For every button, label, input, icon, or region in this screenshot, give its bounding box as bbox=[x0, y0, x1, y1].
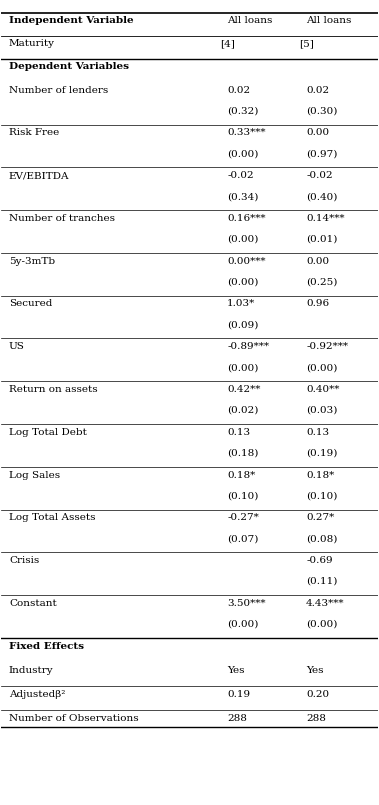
Text: Maturity: Maturity bbox=[9, 39, 55, 47]
Text: 0.00***: 0.00*** bbox=[227, 257, 266, 266]
Text: Risk Free: Risk Free bbox=[9, 129, 59, 138]
Text: 5y-3mTb: 5y-3mTb bbox=[9, 257, 55, 266]
Text: 0.13: 0.13 bbox=[306, 427, 329, 437]
Text: (0.00): (0.00) bbox=[227, 363, 258, 372]
Text: Constant: Constant bbox=[9, 599, 57, 608]
Text: Independent Variable: Independent Variable bbox=[9, 16, 133, 25]
Text: (0.09): (0.09) bbox=[227, 320, 258, 329]
Text: [5]: [5] bbox=[299, 39, 313, 47]
Text: (0.18): (0.18) bbox=[227, 448, 258, 457]
Text: Yes: Yes bbox=[227, 666, 244, 675]
Text: (0.00): (0.00) bbox=[306, 620, 338, 629]
Text: 0.40**: 0.40** bbox=[306, 385, 340, 394]
Text: (0.08): (0.08) bbox=[306, 535, 338, 543]
Text: 0.96: 0.96 bbox=[306, 299, 329, 308]
Text: 288: 288 bbox=[306, 713, 326, 723]
Text: 0.18*: 0.18* bbox=[306, 471, 334, 480]
Text: 0.18*: 0.18* bbox=[227, 471, 255, 480]
Text: (0.11): (0.11) bbox=[306, 577, 338, 586]
Text: 0.02: 0.02 bbox=[306, 85, 329, 95]
Text: (0.10): (0.10) bbox=[227, 491, 258, 501]
Text: Secured: Secured bbox=[9, 299, 52, 308]
Text: (0.00): (0.00) bbox=[227, 149, 258, 159]
Text: (0.00): (0.00) bbox=[227, 235, 258, 244]
Text: (0.25): (0.25) bbox=[306, 278, 338, 287]
Text: (0.01): (0.01) bbox=[306, 235, 338, 244]
Text: 0.27*: 0.27* bbox=[306, 514, 334, 522]
Text: (0.34): (0.34) bbox=[227, 192, 258, 201]
Text: 0.42**: 0.42** bbox=[227, 385, 260, 394]
Text: (0.00): (0.00) bbox=[227, 278, 258, 287]
Text: 0.14***: 0.14*** bbox=[306, 214, 345, 223]
Text: -0.02: -0.02 bbox=[227, 171, 254, 180]
Text: 0.33***: 0.33*** bbox=[227, 129, 266, 138]
Text: 0.00: 0.00 bbox=[306, 129, 329, 138]
Text: 0.13: 0.13 bbox=[227, 427, 250, 437]
Text: -0.69: -0.69 bbox=[306, 556, 333, 565]
Text: Dependent Variables: Dependent Variables bbox=[9, 62, 129, 71]
Text: EV/EBITDA: EV/EBITDA bbox=[9, 171, 69, 180]
Text: All loans: All loans bbox=[227, 16, 273, 25]
Text: Log Total Debt: Log Total Debt bbox=[9, 427, 87, 437]
Text: All loans: All loans bbox=[306, 16, 351, 25]
Text: Log Total Assets: Log Total Assets bbox=[9, 514, 96, 522]
Text: 0.19: 0.19 bbox=[227, 690, 250, 699]
Text: Log Sales: Log Sales bbox=[9, 471, 60, 480]
Text: Fixed Effects: Fixed Effects bbox=[9, 642, 84, 650]
Text: 4.43***: 4.43*** bbox=[306, 599, 345, 608]
Text: [4]: [4] bbox=[220, 39, 235, 47]
Text: (0.32): (0.32) bbox=[227, 106, 258, 116]
Text: 0.02: 0.02 bbox=[227, 85, 250, 95]
Text: Number of tranches: Number of tranches bbox=[9, 214, 115, 223]
Text: Industry: Industry bbox=[9, 666, 53, 675]
Text: (0.30): (0.30) bbox=[306, 106, 338, 116]
Text: 0.00: 0.00 bbox=[306, 257, 329, 266]
Text: -0.92***: -0.92*** bbox=[306, 342, 348, 351]
Text: 0.16***: 0.16*** bbox=[227, 214, 266, 223]
Text: 1.03*: 1.03* bbox=[227, 299, 255, 308]
Text: (0.97): (0.97) bbox=[306, 149, 338, 159]
Text: (0.00): (0.00) bbox=[227, 620, 258, 629]
Text: 3.50***: 3.50*** bbox=[227, 599, 266, 608]
Text: (0.02): (0.02) bbox=[227, 406, 258, 415]
Text: Number of Observations: Number of Observations bbox=[9, 713, 139, 723]
Text: Adjustedβ²: Adjustedβ² bbox=[9, 690, 65, 699]
Text: US: US bbox=[9, 342, 25, 351]
Text: 288: 288 bbox=[227, 713, 247, 723]
Text: (0.19): (0.19) bbox=[306, 448, 338, 457]
Text: (0.40): (0.40) bbox=[306, 192, 338, 201]
Text: -0.27*: -0.27* bbox=[227, 514, 259, 522]
Text: (0.00): (0.00) bbox=[306, 363, 338, 372]
Text: -0.89***: -0.89*** bbox=[227, 342, 269, 351]
Text: -0.02: -0.02 bbox=[306, 171, 333, 180]
Text: Yes: Yes bbox=[306, 666, 324, 675]
Text: Crisis: Crisis bbox=[9, 556, 39, 565]
Text: (0.07): (0.07) bbox=[227, 535, 258, 543]
Text: (0.03): (0.03) bbox=[306, 406, 338, 415]
Text: (0.10): (0.10) bbox=[306, 491, 338, 501]
Text: Number of lenders: Number of lenders bbox=[9, 85, 108, 95]
Text: 0.20: 0.20 bbox=[306, 690, 329, 699]
Text: Return on assets: Return on assets bbox=[9, 385, 97, 394]
